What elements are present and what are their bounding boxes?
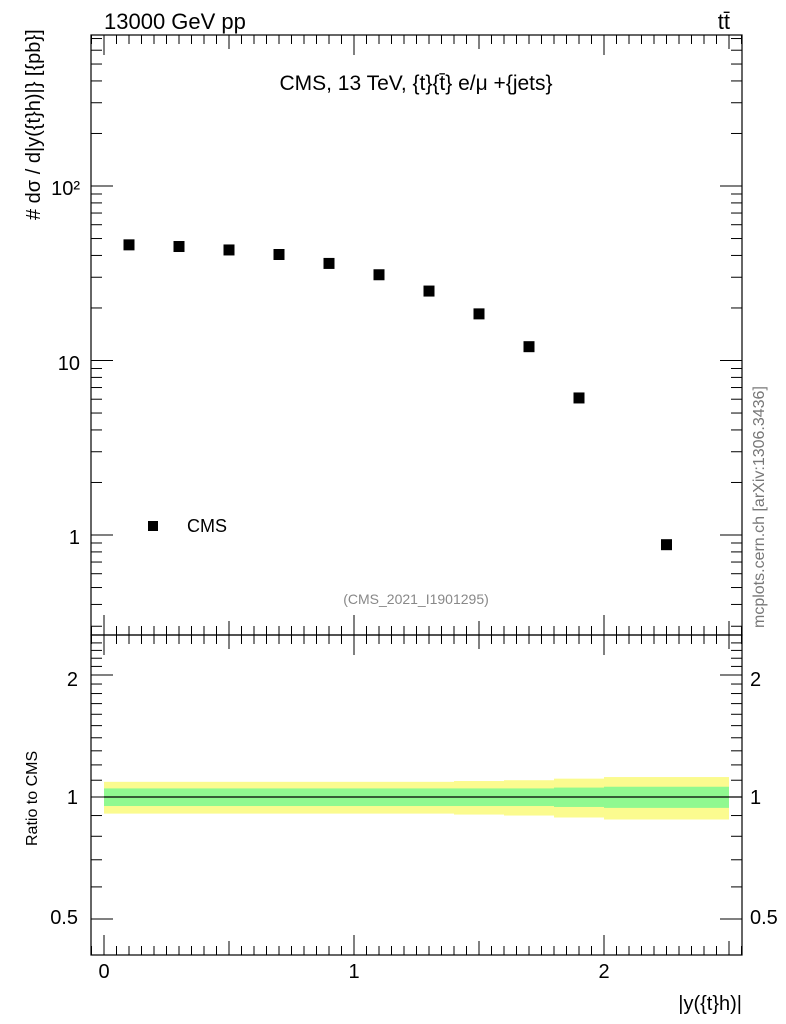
main-y-axis-label: # dσ / d|y({t}h)|} [{pb}] <box>23 29 45 220</box>
main-y-ticks <box>91 38 742 627</box>
main-panel-frame <box>90 34 743 636</box>
data-point <box>573 392 585 404</box>
ratio-y-tick-label-2-left: 2 <box>67 669 78 691</box>
legend-label-cms: CMS <box>187 516 227 536</box>
x-axis-label: |y({t}h)| <box>678 993 742 1015</box>
data-point <box>123 239 135 251</box>
data-point <box>173 241 185 253</box>
ratio-y-tick-label-0.5-left: 0.5 <box>50 907 78 929</box>
x-tick-label-0: 0 <box>98 961 109 983</box>
ratio-y-tick-label-1-left: 1 <box>67 787 78 809</box>
legend-marker-cms <box>148 521 158 531</box>
main-x-ticks <box>91 35 742 635</box>
data-point <box>473 308 485 320</box>
main-y-tick-label-1: 1 <box>69 527 80 549</box>
ratio-y-tick-label-0.5-right: 0.5 <box>750 907 778 929</box>
ratio-y-axis-label: Ratio to CMS <box>24 751 41 846</box>
data-point <box>323 257 335 269</box>
data-point <box>523 341 535 353</box>
data-points <box>123 239 672 551</box>
ratio-y-tick-label-1-right: 1 <box>750 787 761 809</box>
header-process-label: tt̄ <box>718 9 730 34</box>
data-point <box>373 269 385 281</box>
ratio-y-tick-label-2-right: 2 <box>750 669 761 691</box>
main-y-tick-label-100: 10² <box>51 178 80 200</box>
x-tick-label-1: 1 <box>348 961 359 983</box>
data-point <box>273 248 285 260</box>
header-energy-label: 13000 GeV pp <box>104 9 246 34</box>
data-point <box>423 285 435 297</box>
x-tick-label-2: 2 <box>598 961 609 983</box>
ratio-bands <box>104 777 729 820</box>
data-point <box>661 539 672 551</box>
main-y-tick-label-10: 10 <box>58 353 80 375</box>
chart-title: CMS, 13 TeV, {t}{t̄} e/μ +{jets} <box>279 72 552 95</box>
analysis-watermark: (CMS_2021_I1901295) <box>343 591 489 607</box>
mcplots-side-label: mcplots.cern.ch [arXiv:1306.3436] <box>751 386 768 628</box>
ratio-y-ticks <box>91 642 742 920</box>
data-point <box>223 244 235 256</box>
ratio-x-ticks <box>91 635 742 955</box>
